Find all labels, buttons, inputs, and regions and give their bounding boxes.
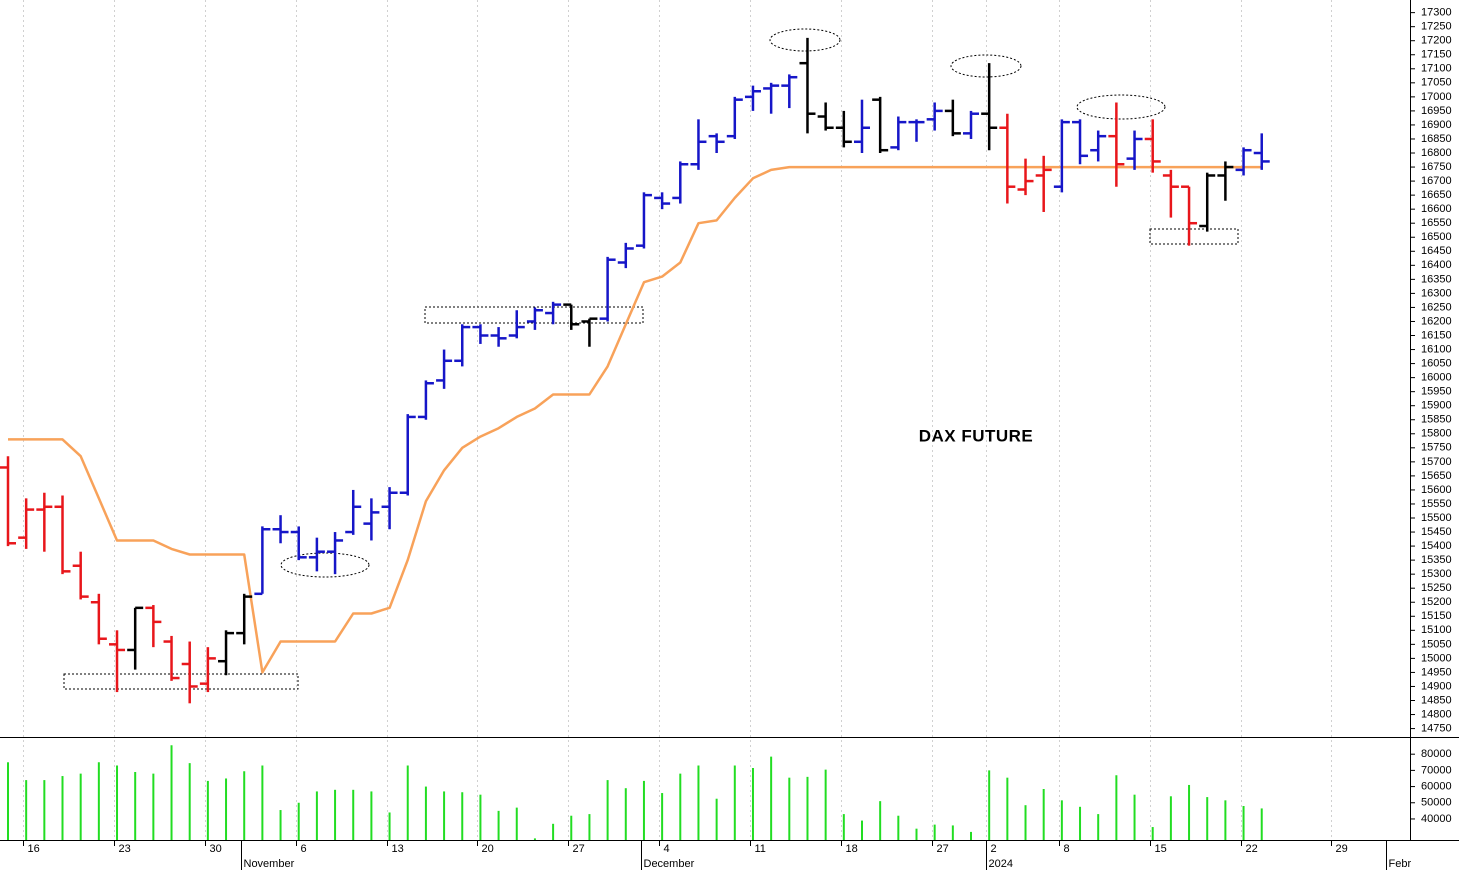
y-tick-label: 17250 [1421,21,1452,33]
volume-tick-label: 70000 [1421,764,1452,776]
month-label: December [644,858,695,870]
y-tick-label: 16050 [1421,357,1452,369]
y-tick-label: 15550 [1421,498,1452,510]
volume-tick-label: 50000 [1421,797,1452,809]
x-tick-label: 15 [1155,843,1167,855]
volume-tick-label: 60000 [1421,780,1452,792]
month-label: 2024 [989,858,1013,870]
x-tick-label: 13 [392,843,404,855]
chart-annotation: DAX FUTURE [919,426,1034,445]
y-tick-label: 15850 [1421,414,1452,426]
y-tick-label: 15350 [1421,554,1452,566]
y-tick-label: 16950 [1421,105,1452,117]
annotation-ellipse [1076,94,1166,120]
x-tick-label: 11 [755,843,766,855]
y-tick-label: 16550 [1421,217,1452,229]
y-tick-label: 14950 [1421,666,1452,678]
month-label: Febr [1389,858,1412,870]
x-tick-label: 29 [1336,843,1348,855]
annotation-ellipse [769,28,841,52]
annotation-box [424,306,644,324]
y-tick-label: 17300 [1421,7,1452,19]
x-tick-label: 23 [119,843,131,855]
y-tick-label: 15450 [1421,526,1452,538]
y-tick-label: 15500 [1421,512,1452,524]
y-tick-label: 14800 [1421,708,1452,720]
y-tick-label: 15650 [1421,470,1452,482]
y-tick-label: 15400 [1421,540,1452,552]
x-tick-label: 4 [664,843,670,855]
y-tick-label: 15700 [1421,456,1452,468]
annotation-box [63,673,299,690]
annotation-box [1149,228,1239,245]
y-tick-label: 15050 [1421,638,1452,650]
y-tick-label: 16850 [1421,133,1452,145]
volume-tick-label: 40000 [1421,813,1452,825]
y-tick-label: 16900 [1421,119,1452,131]
y-tick-label: 17000 [1421,91,1452,103]
x-tick-label: 18 [846,843,858,855]
annotation-ellipse [280,552,370,578]
y-tick-label: 16350 [1421,273,1452,285]
y-tick-label: 16450 [1421,245,1452,257]
x-tick-label: 27 [573,843,585,855]
y-tick-label: 16000 [1421,372,1452,384]
y-tick-label: 15600 [1421,484,1452,496]
y-tick-label: 16500 [1421,231,1452,243]
x-tick-label: 20 [482,843,494,855]
y-tick-label: 15000 [1421,652,1452,664]
y-tick-label: 16650 [1421,189,1452,201]
volume-tick-label: 80000 [1421,748,1452,760]
y-tick-label: 16300 [1421,287,1452,299]
x-tick-label: 6 [301,843,307,855]
y-tick-label: 17100 [1421,63,1452,75]
stop-line [8,165,1262,674]
y-tick-label: 16100 [1421,343,1452,355]
x-tick-label: 27 [937,843,949,855]
y-tick-label: 17050 [1421,77,1452,89]
y-tick-label: 15900 [1421,400,1452,412]
y-tick-label: 15750 [1421,442,1452,454]
y-tick-label: 15800 [1421,428,1452,440]
y-tick-label: 16200 [1421,315,1452,327]
y-tick-label: 15150 [1421,610,1452,622]
y-tick-label: 15100 [1421,624,1452,636]
y-tick-label: 14850 [1421,694,1452,706]
y-tick-label: 16700 [1421,175,1452,187]
y-tick-label: 16400 [1421,259,1452,271]
y-tick-label: 16600 [1421,203,1452,215]
y-tick-label: 15950 [1421,386,1452,398]
y-tick-label: 15300 [1421,568,1452,580]
y-tick-label: 14750 [1421,722,1452,734]
x-tick-label: 2 [991,843,997,855]
y-tick-label: 14900 [1421,680,1452,692]
y-tick-label: 16750 [1421,161,1452,173]
y-tick-label: 17150 [1421,49,1452,61]
x-tick-label: 30 [210,843,222,855]
y-tick-label: 16250 [1421,301,1452,313]
month-label: November [244,858,295,870]
y-tick-label: 16800 [1421,147,1452,159]
x-tick-label: 8 [1064,843,1070,855]
x-tick-label: 16 [28,843,40,855]
y-tick-label: 15200 [1421,596,1452,608]
y-tick-label: 15250 [1421,582,1452,594]
y-tick-label: 17200 [1421,35,1452,47]
x-tick-label: 22 [1246,843,1258,855]
grid [23,0,1332,840]
y-tick-label: 16150 [1421,329,1452,341]
annotation-ellipse [950,54,1022,78]
